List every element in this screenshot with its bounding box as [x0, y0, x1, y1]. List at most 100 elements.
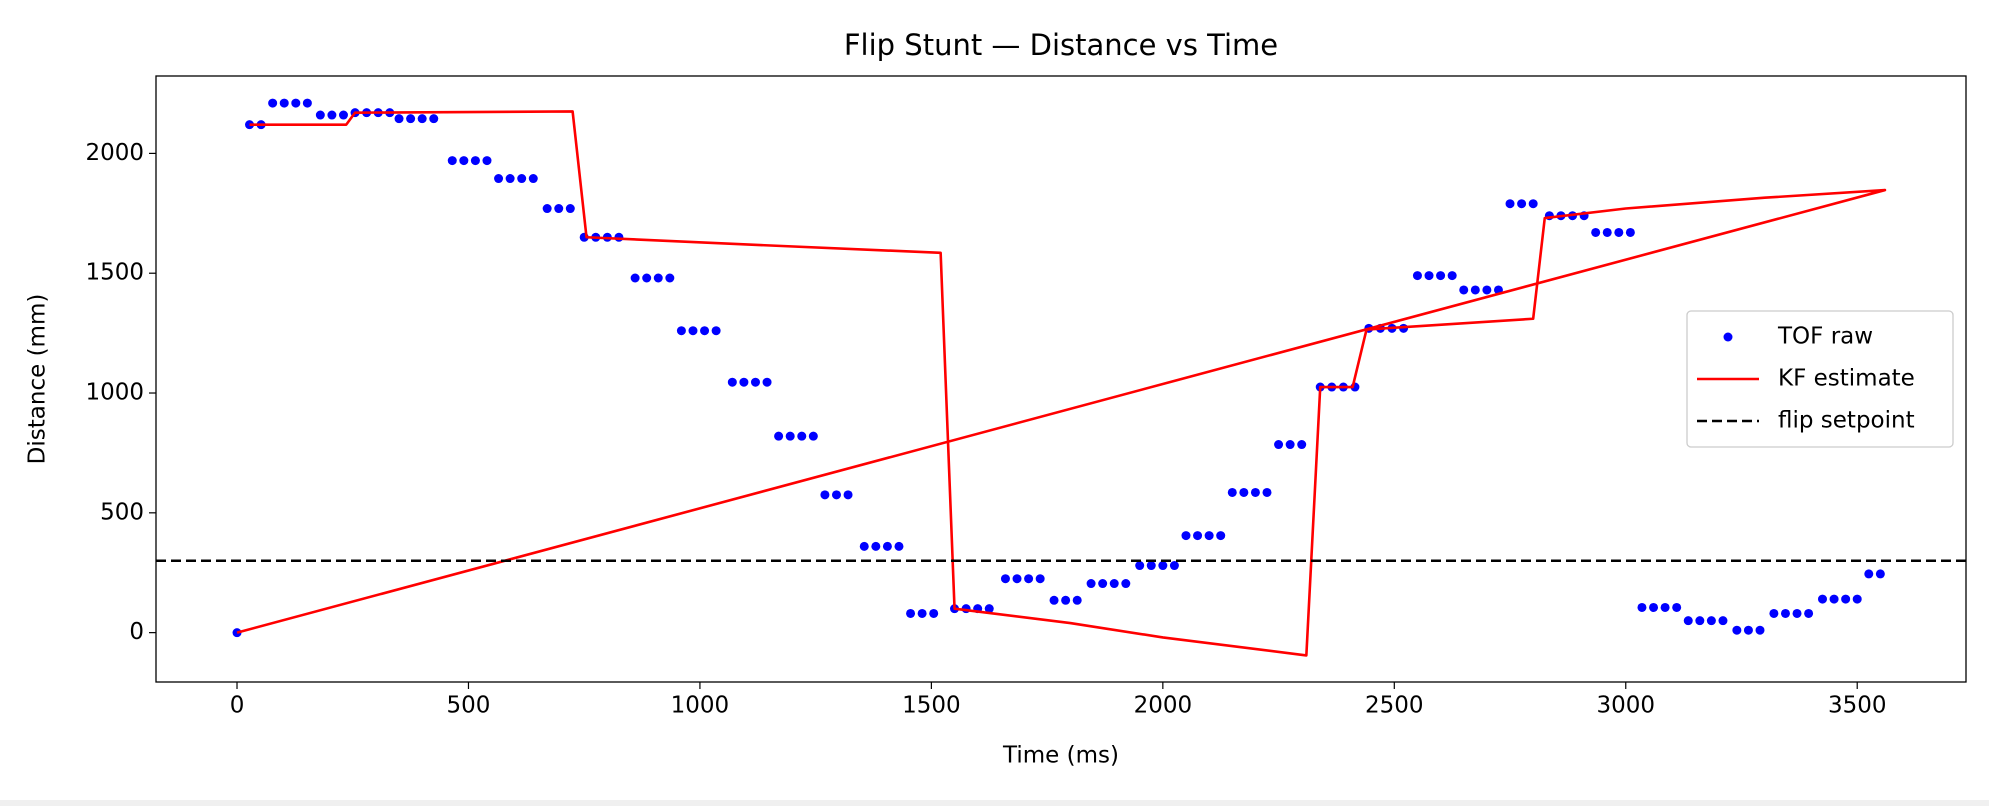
- data-point: [1447, 271, 1457, 281]
- data-point: [1683, 616, 1693, 626]
- data-point: [1528, 199, 1538, 209]
- legend-label: TOF raw: [1777, 324, 1873, 350]
- data-point: [859, 541, 869, 551]
- data-point: [1602, 227, 1612, 237]
- data-point: [1482, 285, 1492, 295]
- data-point: [1216, 531, 1226, 541]
- data-point: [429, 114, 439, 124]
- data-point: [1061, 595, 1071, 605]
- data-point: [542, 204, 552, 214]
- y-tick-label: 1500: [85, 260, 144, 286]
- data-point: [1239, 487, 1249, 497]
- data-point: [1169, 561, 1179, 571]
- data-point: [1829, 594, 1839, 604]
- data-point: [1181, 531, 1191, 541]
- data-point: [338, 110, 348, 120]
- data-point: [1086, 579, 1096, 589]
- chart-title: Flip Stunt — Distance vs Time: [844, 28, 1278, 62]
- data-point: [665, 273, 675, 283]
- data-point: [482, 156, 492, 166]
- data-point: [268, 98, 278, 108]
- data-point: [1672, 602, 1682, 612]
- y-tick-label: 0: [129, 619, 144, 645]
- x-tick-label: 2500: [1365, 693, 1424, 719]
- data-point: [1864, 569, 1874, 579]
- data-point: [843, 490, 853, 500]
- data-point: [808, 431, 818, 441]
- x-tick-label: 0: [230, 693, 245, 719]
- data-point: [554, 204, 564, 214]
- data-point: [653, 273, 663, 283]
- data-point: [1024, 574, 1034, 584]
- data-point: [1637, 602, 1647, 612]
- data-point: [1875, 569, 1885, 579]
- data-point: [739, 377, 749, 387]
- data-point: [630, 273, 640, 283]
- data-point: [750, 377, 760, 387]
- data-point: [1769, 608, 1779, 618]
- data-point: [929, 608, 939, 618]
- data-point: [494, 174, 504, 184]
- data-point: [1072, 595, 1082, 605]
- data-point: [676, 326, 686, 336]
- data-point: [1718, 616, 1728, 626]
- data-point: [820, 490, 830, 500]
- data-point: [302, 98, 312, 108]
- data-point: [1804, 608, 1814, 618]
- data-point: [1250, 487, 1260, 497]
- x-tick-label: 3000: [1596, 693, 1655, 719]
- legend-marker: [1723, 332, 1733, 342]
- data-point: [315, 110, 325, 120]
- data-point: [1792, 608, 1802, 618]
- data-point: [614, 232, 624, 242]
- x-tick-label: 3500: [1828, 693, 1887, 719]
- data-point: [459, 156, 469, 166]
- data-point: [1459, 285, 1469, 295]
- legend-box: [1686, 310, 1954, 448]
- data-point: [1743, 625, 1753, 635]
- data-point: [711, 326, 721, 336]
- data-point: [1780, 608, 1790, 618]
- data-point: [1109, 579, 1119, 589]
- y-axis-label: Distance (mm): [25, 294, 51, 465]
- data-point: [470, 156, 480, 166]
- data-point: [917, 608, 927, 618]
- data-point: [1817, 594, 1827, 604]
- data-point: [1852, 594, 1862, 604]
- data-point: [1193, 531, 1203, 541]
- data-point: [528, 174, 538, 184]
- data-point: [1436, 271, 1446, 281]
- data-point: [1204, 531, 1214, 541]
- y-tick-label: 2000: [85, 140, 144, 166]
- data-point: [565, 204, 575, 214]
- data-point: [1649, 602, 1659, 612]
- data-point: [1614, 227, 1624, 237]
- y-tick-label: 500: [100, 499, 144, 525]
- data-point: [785, 431, 795, 441]
- data-point: [1158, 561, 1168, 571]
- y-tick-label: 1000: [85, 380, 144, 406]
- data-point: [831, 490, 841, 500]
- data-point: [642, 273, 652, 283]
- data-point: [327, 110, 337, 120]
- data-point: [417, 114, 427, 124]
- data-point: [447, 156, 457, 166]
- data-point: [1035, 574, 1045, 584]
- x-tick-label: 2000: [1134, 693, 1193, 719]
- x-tick-label: 1000: [671, 693, 730, 719]
- page-edge: [0, 800, 1989, 806]
- data-point: [1505, 199, 1515, 209]
- data-point: [1012, 574, 1022, 584]
- data-point: [517, 174, 527, 184]
- data-point: [894, 541, 904, 551]
- data-point: [774, 431, 784, 441]
- x-tick-label: 1500: [902, 693, 961, 719]
- data-point: [984, 604, 994, 614]
- data-point: [906, 608, 916, 618]
- data-point: [871, 541, 881, 551]
- kf-line: [236, 110, 1887, 657]
- data-point: [1227, 487, 1237, 497]
- data-point: [1098, 579, 1108, 589]
- data-point: [394, 114, 404, 124]
